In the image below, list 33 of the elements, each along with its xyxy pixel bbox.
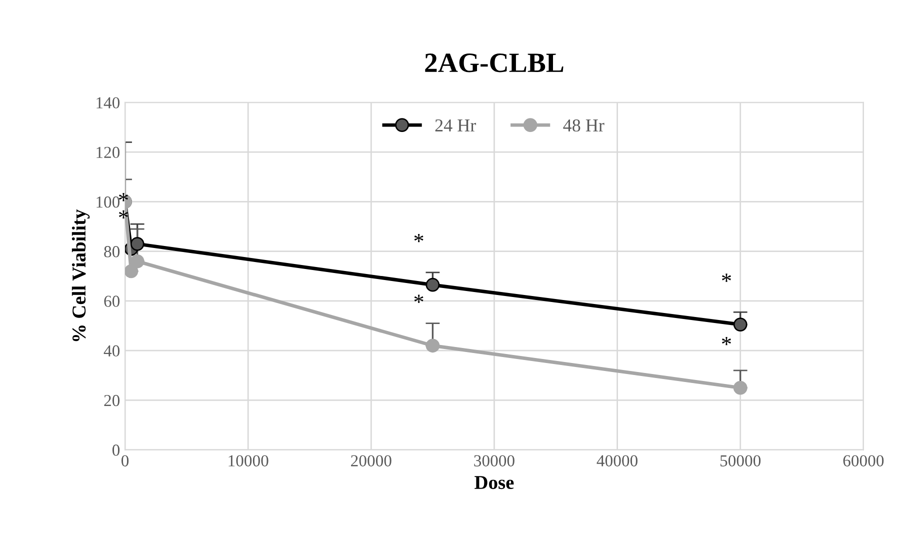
x-tick-label: 0: [121, 455, 129, 466]
y-tick-label: 0: [112, 444, 120, 456]
point: [130, 254, 144, 268]
y-tick-label: 40: [104, 345, 120, 357]
y-tick-label: 60: [104, 296, 120, 307]
y-tick-label: 140: [96, 97, 120, 108]
point: [125, 264, 138, 278]
point: [733, 380, 748, 395]
annotation: *: [414, 234, 424, 242]
y-tick-label: 80: [104, 246, 120, 258]
x-tick-label: 50000: [720, 455, 761, 466]
annotation: *: [722, 336, 731, 346]
annotation: *: [118, 193, 128, 202]
point: [426, 338, 440, 353]
point: [130, 236, 144, 251]
y-tick-label: 120: [96, 146, 120, 158]
annotation: *: [722, 274, 731, 282]
y-tick-label: 100: [96, 196, 120, 208]
x-tick-label: 30000: [474, 455, 514, 466]
chart-title: 2AG-CLBL: [425, 54, 564, 72]
x-tick-label: 40000: [596, 455, 638, 466]
legend-label: 48 Hr: [563, 119, 604, 132]
annotation: *: [118, 210, 128, 219]
y-axis-title: % Cell Viability: [72, 209, 90, 342]
annotation: *: [414, 294, 424, 303]
legend-label: 24 Hr: [435, 119, 476, 132]
x-tick-label: 60000: [843, 455, 884, 466]
point: [733, 318, 748, 332]
x-tick-label: 10000: [228, 455, 268, 466]
x-tick-label: 20000: [351, 455, 392, 466]
y-tick-label: 20: [104, 394, 120, 406]
x-axis-title: Dose: [474, 476, 514, 490]
point: [426, 278, 440, 292]
